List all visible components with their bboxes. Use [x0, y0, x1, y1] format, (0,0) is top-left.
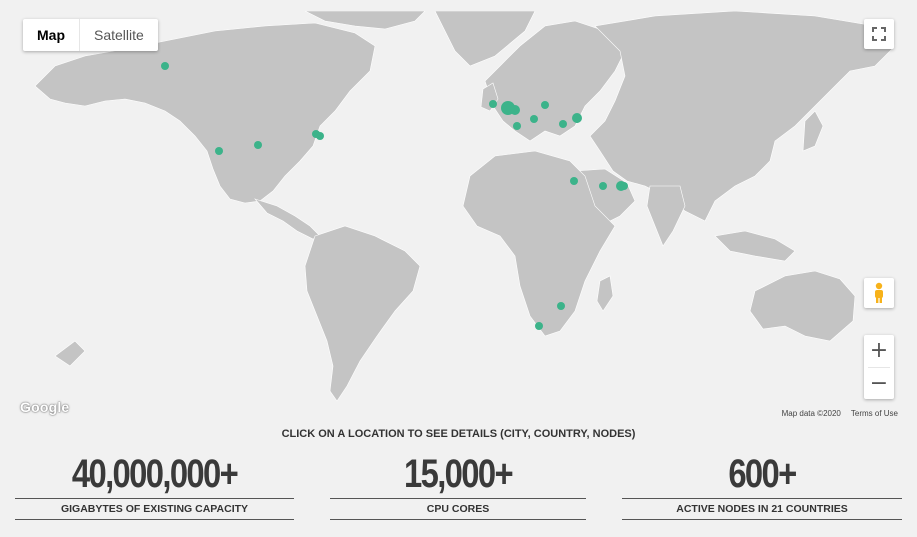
map-type-satellite-button[interactable]: Satellite [94, 27, 144, 43]
street-view-pegman-button[interactable] [864, 278, 894, 308]
zoom-control: + − [864, 335, 894, 399]
location-marker[interactable] [510, 105, 520, 115]
location-marker[interactable] [599, 182, 607, 190]
stat-nodes-label: ACTIVE NODES IN 21 COUNTRIES [676, 503, 848, 515]
location-marker[interactable] [513, 122, 521, 130]
map-type-map-button[interactable]: Map [23, 19, 80, 51]
location-marker[interactable] [530, 115, 538, 123]
stat-divider [330, 519, 586, 520]
africa-land [462, 150, 616, 337]
europe-land [484, 20, 626, 142]
stat-divider [622, 498, 902, 499]
stat-nodes-value: 600+ [728, 452, 797, 496]
zoom-out-button[interactable]: − [869, 370, 889, 396]
stat-divider [15, 519, 294, 520]
location-marker[interactable] [161, 62, 169, 70]
stat-capacity: 40,000,000+ GIGABYTES OF EXISTING CAPACI… [15, 450, 294, 520]
land-masses [34, 11, 896, 402]
pegman-icon [875, 282, 883, 303]
stat-cpu: 15,000+ CPU CORES [330, 450, 586, 520]
central-america-land [254, 198, 321, 240]
southeast-asia-land [714, 230, 796, 262]
stat-cpu-label: CPU CORES [426, 503, 490, 515]
stat-divider [330, 498, 586, 499]
location-marker[interactable] [559, 120, 567, 128]
stat-capacity-value: 40,000,000+ [71, 452, 239, 496]
japan-land [802, 110, 824, 152]
fullscreen-button[interactable] [864, 19, 894, 49]
map-type-control: Map Satellite [23, 19, 158, 51]
asia-land [589, 11, 896, 222]
fullscreen-icon [872, 27, 886, 41]
zoom-in-button[interactable]: + [869, 338, 889, 364]
world-map-canvas[interactable] [15, 11, 902, 419]
location-markers[interactable] [161, 62, 628, 330]
terms-of-use-link[interactable]: Terms of Use [850, 409, 898, 418]
location-marker[interactable] [574, 117, 580, 123]
location-marker[interactable] [254, 141, 262, 149]
stat-divider [622, 519, 902, 520]
madagascar-land [596, 275, 614, 312]
australia-land [749, 270, 856, 342]
location-marker[interactable] [557, 302, 565, 310]
location-marker[interactable] [535, 322, 543, 330]
location-marker[interactable] [489, 100, 497, 108]
zoom-divider [868, 366, 890, 368]
location-marker[interactable] [541, 101, 549, 109]
location-marker[interactable] [215, 147, 223, 155]
stat-capacity-label: GIGABYTES OF EXISTING CAPACITY [60, 503, 249, 515]
india-land [646, 185, 686, 247]
greenland-land [434, 11, 536, 67]
world-map[interactable]: Map Satellite + − Google Map data ©2020 … [15, 11, 902, 419]
stat-nodes: 600+ ACTIVE NODES IN 21 COUNTRIES [622, 450, 902, 520]
location-marker[interactable] [620, 182, 628, 190]
north-america-land [34, 22, 376, 204]
stat-cpu-value: 15,000+ [403, 452, 514, 496]
location-marker[interactable] [570, 177, 578, 185]
arctic-islands-land [304, 11, 426, 30]
map-data-text: Map data ©2020 [781, 409, 841, 418]
map-attribution: Map data ©2020 Terms of Use [782, 409, 898, 418]
map-instruction-text: CLICK ON A LOCATION TO SEE DETAILS (CITY… [281, 428, 636, 440]
stat-divider [15, 498, 294, 499]
google-logo: Google [20, 399, 70, 415]
south-pacific-islands [54, 340, 86, 367]
south-america-land [304, 225, 421, 402]
location-marker[interactable] [316, 132, 324, 140]
